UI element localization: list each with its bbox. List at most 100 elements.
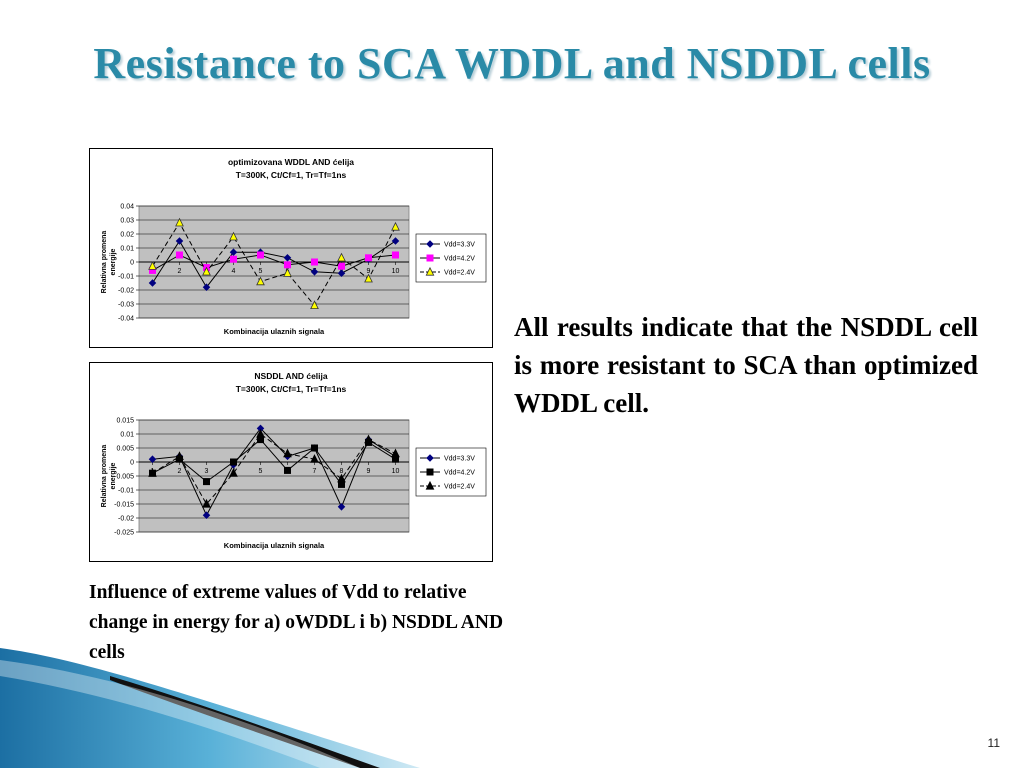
nsddl-y-tick-label: -0.01 xyxy=(118,488,134,495)
nsddl-y-tick-label: 0.01 xyxy=(120,432,134,439)
nsddl-x-tick-label: 9 xyxy=(367,468,371,475)
nsddl-data-point xyxy=(391,448,400,458)
nsddl-y-label-line2: energije xyxy=(110,462,117,489)
owddl-y-tick-label: 0.04 xyxy=(120,204,134,211)
owddl-series-line xyxy=(152,254,396,271)
nsddl-data-point xyxy=(148,468,157,477)
owddl-data-point xyxy=(175,237,184,245)
nsddl-x-label: Kombinacija ulaznih signala xyxy=(224,541,325,550)
swoosh-highlight xyxy=(0,660,360,768)
owddl-data-point xyxy=(283,268,292,277)
owddl-data-point xyxy=(202,266,211,276)
owddl-data-point xyxy=(229,248,238,256)
nsddl-legend-label: Vdd=3.3V xyxy=(444,456,475,463)
chart-nsddl: NSDDL AND ćelija T=300K, Ct/Cf=1, Tr=Tf=1… xyxy=(89,362,493,562)
nsddl-series-line xyxy=(152,433,396,505)
owddl-y-tick-label: -0.01 xyxy=(118,274,134,281)
nsddl-y-tick-label: -0.005 xyxy=(114,474,134,481)
nsddl-x-tick-label: 8 xyxy=(340,468,344,475)
owddl-series-line xyxy=(152,221,396,307)
owddl-series-3 xyxy=(148,217,400,310)
nsddl-series-line xyxy=(152,427,396,517)
nsddl-data-point xyxy=(310,454,319,463)
nsddl-data-point xyxy=(230,458,238,466)
owddl-data-point xyxy=(391,221,400,231)
nsddl-data-point xyxy=(311,444,319,452)
owddl-y-tick-label: 0 xyxy=(130,260,134,267)
nsddl-legend-marker xyxy=(426,454,434,462)
nsddl-series-3 xyxy=(148,428,400,508)
owddl-data-point xyxy=(283,254,292,262)
nsddl-data-point xyxy=(202,511,211,519)
owddl-data-point xyxy=(310,300,319,310)
chart-owddl-svg: optimizovana WDDL AND ćelija T=300K, Ct/C… xyxy=(101,157,487,336)
owddl-y-tick-label: 0.01 xyxy=(120,246,134,253)
nsddl-legend-label: Vdd=4.2V xyxy=(444,470,475,477)
nsddl-data-point xyxy=(203,478,211,486)
swoosh-dark-band xyxy=(110,676,380,768)
owddl-data-point xyxy=(338,262,346,270)
nsddl-y-tick-label: -0.025 xyxy=(114,530,134,537)
owddl-data-point xyxy=(311,258,319,266)
page-number: 11 xyxy=(987,736,1000,750)
owddl-title: optimizovana WDDL AND ćelija xyxy=(228,157,354,167)
owddl-data-point xyxy=(284,261,292,269)
owddl-data-point xyxy=(310,268,319,276)
owddl-data-point xyxy=(257,251,265,259)
owddl-subtitle: T=300K, Ct/Cf=1, Tr=Tf=1ns xyxy=(236,170,347,180)
owddl-y-tick-label: -0.03 xyxy=(118,302,134,309)
owddl-y-tick-label: -0.04 xyxy=(118,316,134,323)
nsddl-data-point xyxy=(337,503,346,511)
nsddl-x-tick-label: 10 xyxy=(392,468,400,475)
owddl-data-point xyxy=(364,254,372,262)
owddl-x-tick-label: 9 xyxy=(367,268,371,275)
owddl-y-label-line1: Relativna promena xyxy=(101,231,108,294)
nsddl-legend-marker xyxy=(426,468,434,476)
nsddl-legend-marker xyxy=(425,480,435,490)
slide-title: Resistance to SCA WDDL and NSDDL cells xyxy=(93,39,931,88)
owddl-x-tick-label: 5 xyxy=(259,268,263,275)
nsddl-data-point xyxy=(175,451,184,460)
figure-caption: Influence of extreme values of Vdd to re… xyxy=(89,582,504,663)
nsddl-y-tick-label: 0 xyxy=(130,460,134,467)
owddl-x-tick-label: 10 xyxy=(392,268,400,275)
owddl-data-point xyxy=(364,273,373,283)
owddl-series-line xyxy=(152,240,396,289)
owddl-y-tick-label: 0.03 xyxy=(120,218,134,225)
chart-owddl: optimizovana WDDL AND ćelija T=300K, Ct/C… xyxy=(89,148,493,348)
owddl-data-point xyxy=(176,251,184,259)
nsddl-title: NSDDL AND ćelija xyxy=(254,371,327,381)
owddl-data-point xyxy=(391,237,400,245)
owddl-data-point xyxy=(337,269,346,277)
nsddl-legend-label: Vdd=2.4V xyxy=(444,484,475,491)
nsddl-data-point xyxy=(229,468,238,477)
owddl-x-tick-label: 2 xyxy=(178,268,182,275)
nsddl-x-tick-label: 3 xyxy=(205,468,209,475)
owddl-data-point xyxy=(337,252,346,262)
owddl-x-label: Kombinacija ulaznih signala xyxy=(224,327,325,336)
owddl-data-point xyxy=(202,283,211,291)
owddl-legend-label: Vdd=2.4V xyxy=(444,270,475,277)
owddl-data-point xyxy=(175,217,184,227)
nsddl-y-tick-label: 0.005 xyxy=(116,446,134,453)
owddl-y-tick-label: -0.02 xyxy=(118,288,134,295)
nsddl-x-tick-label: 2 xyxy=(178,468,182,475)
nsddl-data-point xyxy=(256,428,265,438)
owddl-legend-label: Vdd=3.3V xyxy=(444,242,475,249)
nsddl-data-point xyxy=(284,466,292,474)
swoosh-blue-band xyxy=(0,648,420,768)
owddl-data-point xyxy=(230,255,238,263)
owddl-legend-marker xyxy=(426,240,434,248)
owddl-legend-marker xyxy=(425,266,435,276)
nsddl-x-tick-label: 7 xyxy=(313,468,317,475)
nsddl-y-tick-label: -0.015 xyxy=(114,502,134,509)
owddl-data-point xyxy=(391,251,399,259)
decorative-swoosh xyxy=(0,648,420,768)
owddl-data-point xyxy=(256,276,265,286)
chart-nsddl-svg: NSDDL AND ćelija T=300K, Ct/Cf=1, Tr=Tf=1… xyxy=(101,371,487,550)
nsddl-y-label-line1: Relativna promena xyxy=(101,445,108,508)
owddl-legend-marker xyxy=(426,254,434,262)
nsddl-data-point xyxy=(337,473,346,483)
nsddl-subtitle: T=300K, Ct/Cf=1, Tr=Tf=1ns xyxy=(236,384,347,394)
owddl-y-label-line2: energije xyxy=(110,248,117,275)
